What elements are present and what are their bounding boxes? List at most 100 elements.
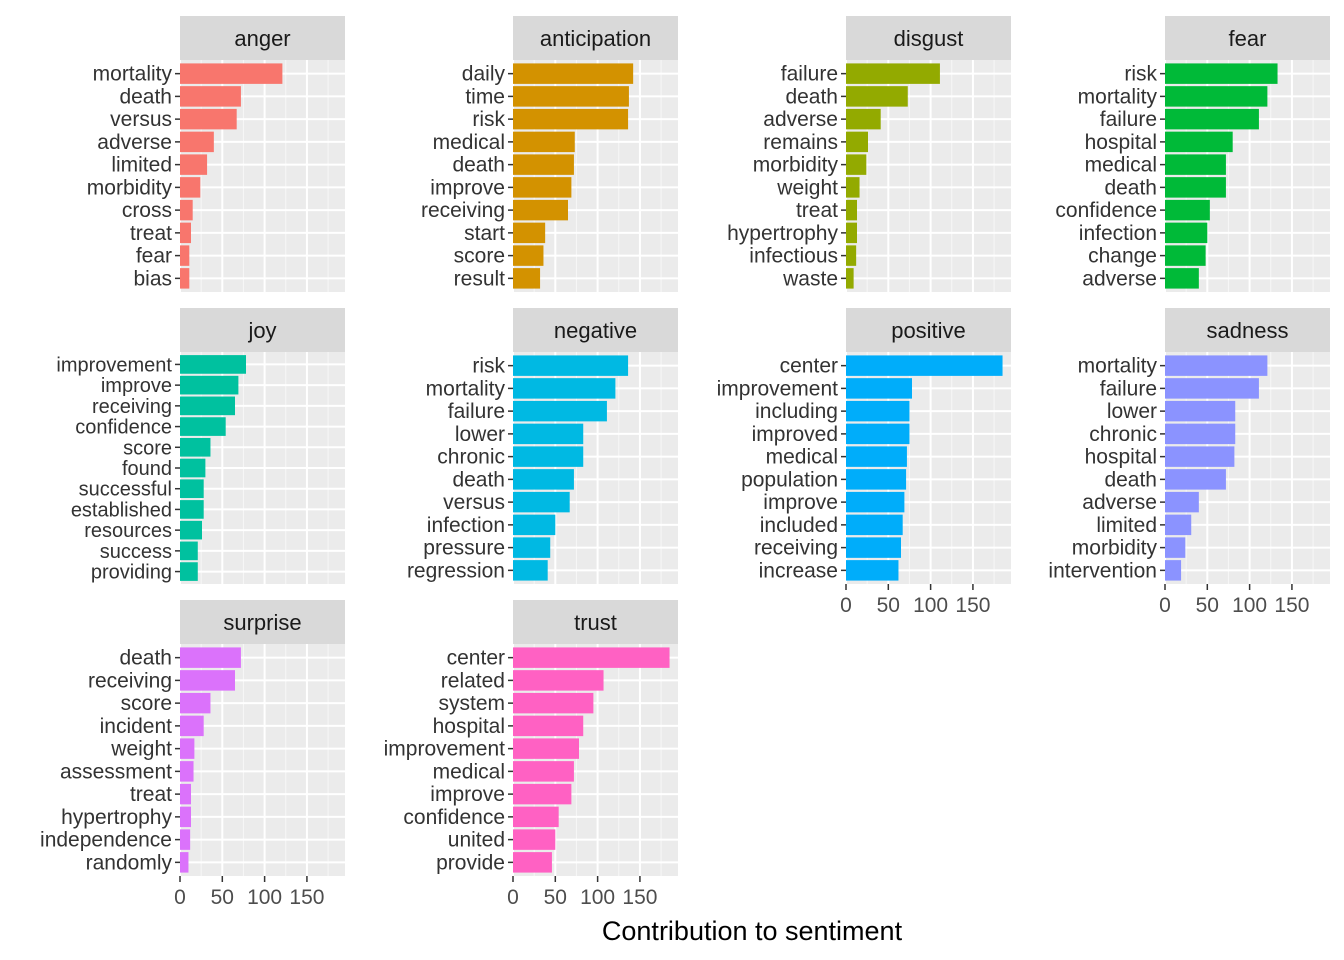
bar-anger-bias (180, 268, 190, 289)
y-tick-label: risk (1124, 63, 1157, 86)
panel-fear: fear riskmortalityfailurehospitalmedicald… (1055, 16, 1330, 292)
x-tick-label: 150 (289, 886, 324, 909)
facet-strip-label: anger (234, 26, 290, 51)
bar-fear-confidence (1165, 199, 1210, 221)
facet-strip (513, 16, 678, 60)
bar-negative-death (513, 469, 574, 490)
y-tick-label: score (123, 437, 172, 459)
bar-anger-cross (180, 199, 193, 221)
bar-sadness-limited (1165, 514, 1192, 536)
bar-negative-pressure (513, 537, 551, 558)
bar-disgust-waste (846, 268, 854, 289)
bar-fear-risk (1165, 63, 1278, 84)
y-tick-label: improvement (384, 738, 506, 761)
facet-strip (513, 308, 678, 352)
bar-joy-improve (180, 375, 239, 395)
bar-trust-medical (513, 761, 574, 782)
bar-trust-related (513, 670, 604, 691)
y-tick-label: failure (1100, 377, 1157, 400)
y-tick-label: center (447, 647, 505, 670)
bar-positive-improve (846, 491, 905, 513)
y-tick-label: improvement (717, 377, 839, 400)
y-tick-label: improve (430, 176, 505, 199)
facet-strip-label: surprise (223, 610, 301, 635)
bar-surprise-score (180, 692, 211, 714)
y-tick-label: related (441, 669, 505, 692)
panel-anger: anger mortalitydeathversusadverselimitedm… (87, 16, 345, 292)
y-tick-label: regression (407, 559, 505, 582)
bar-sadness-morbidity (1165, 537, 1186, 558)
y-tick-label: adverse (97, 131, 172, 154)
bar-negative-versus (513, 491, 570, 513)
facet-strip-label: fear (1229, 26, 1267, 51)
y-tick-label: limited (111, 154, 172, 177)
bar-fear-medical (1165, 154, 1226, 175)
bar-sadness-adverse (1165, 491, 1199, 513)
y-tick-label: death (1104, 468, 1157, 491)
y-tick-label: mortality (93, 63, 173, 86)
bar-positive-population (846, 469, 907, 490)
y-tick-label: medical (433, 760, 505, 783)
y-tick-label: hospital (1085, 446, 1157, 469)
y-tick-label: treat (130, 222, 172, 245)
facet-strip-label: trust (574, 610, 617, 635)
y-tick-label: adverse (1082, 491, 1157, 514)
y-tick-label: infectious (749, 245, 838, 268)
bar-trust-confidence (513, 806, 559, 828)
y-tick-label: incident (100, 715, 173, 738)
bar-sadness-death (1165, 469, 1226, 490)
panel-disgust: disgust failuredeathadverseremainsmorbidi… (727, 16, 1011, 292)
facet-strip (180, 308, 345, 352)
y-tick-label: change (1088, 245, 1157, 268)
bar-sadness-intervention (1165, 560, 1182, 581)
bar-sadness-chronic (1165, 423, 1236, 445)
x-tick-label: 150 (1274, 594, 1309, 617)
y-tick-label: death (119, 85, 172, 108)
x-tick-label: 50 (877, 594, 900, 617)
y-tick-label: established (71, 499, 172, 521)
x-tick-label: 0 (1159, 594, 1171, 617)
bar-disgust-failure (846, 63, 940, 84)
facet-strip (513, 600, 678, 644)
x-tick-label: 150 (955, 594, 990, 617)
y-tick-label: provide (436, 851, 505, 874)
bar-joy-score (180, 437, 211, 457)
x-tick-label: 150 (622, 886, 657, 909)
bar-anger-fear (180, 245, 190, 266)
bar-sadness-hospital (1165, 446, 1235, 467)
bar-joy-confidence (180, 417, 226, 436)
panel-surprise: surprise deathreceivingscoreincidentweigh… (40, 600, 345, 909)
bar-surprise-independence (180, 829, 191, 850)
x-tick-label: 100 (580, 886, 615, 909)
x-tick-label: 0 (174, 886, 186, 909)
x-tick-label: 0 (507, 886, 519, 909)
facet-strip-label: joy (247, 318, 276, 343)
bar-positive-improved (846, 423, 910, 445)
y-tick-label: receiving (92, 396, 172, 418)
bar-disgust-death (846, 86, 908, 107)
y-tick-label: remains (763, 131, 838, 154)
y-tick-label: center (780, 355, 838, 378)
bar-disgust-hypertrophy (846, 222, 857, 244)
x-tick-label: 50 (1196, 594, 1219, 617)
bar-trust-hospital (513, 715, 584, 737)
bar-fear-failure (1165, 108, 1259, 130)
x-axis-title: Contribution to sentiment (602, 916, 903, 946)
bar-surprise-randomly (180, 852, 189, 873)
bar-surprise-hypertrophy (180, 806, 191, 828)
bar-positive-including (846, 400, 910, 422)
y-tick-label: receiving (88, 669, 172, 692)
y-tick-label: mortality (426, 377, 506, 400)
panel-sadness: sadness mortalityfailurelowerchronichospi… (1048, 308, 1330, 617)
bar-negative-risk (513, 355, 629, 376)
y-tick-label: chronic (437, 446, 505, 469)
x-tick-label: 100 (1232, 594, 1267, 617)
y-tick-label: treat (796, 199, 838, 222)
y-tick-label: morbidity (1072, 537, 1158, 560)
y-tick-label: improvement (56, 354, 172, 376)
y-tick-label: failure (1100, 108, 1157, 131)
y-tick-label: morbidity (87, 176, 173, 199)
y-tick-label: medical (766, 446, 838, 469)
y-tick-label: system (438, 692, 505, 715)
y-tick-label: increase (759, 559, 838, 582)
